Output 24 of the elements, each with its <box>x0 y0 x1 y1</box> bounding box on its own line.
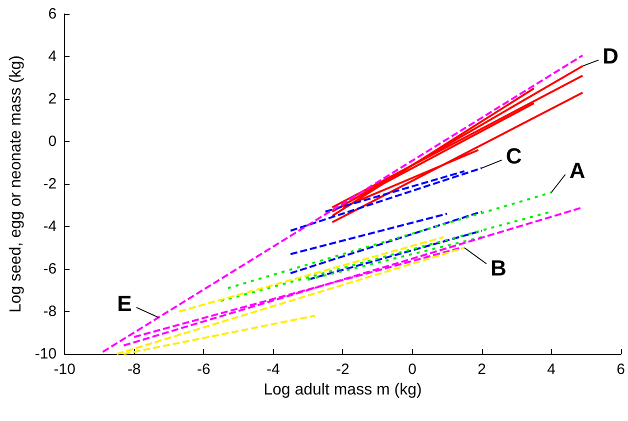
y-tick-label: 4 <box>48 48 57 65</box>
annotation: C <box>506 144 522 169</box>
y-axis-title: Log seed, egg or neonate mass (kg) <box>8 55 24 313</box>
y-tick-label: -8 <box>43 303 57 320</box>
y-tick-label: -10 <box>34 346 57 362</box>
y-tick-label: -6 <box>43 260 57 278</box>
annotation: D <box>602 44 619 69</box>
annotation: E <box>117 290 132 316</box>
x-tick-label: -4 <box>266 361 280 378</box>
y-tick-label: 6 <box>48 6 57 22</box>
y-tick-label: -4 <box>43 218 57 235</box>
x-tick-label: -8 <box>127 361 141 378</box>
x-tick-label: -2 <box>336 361 350 378</box>
x-tick-label: -6 <box>196 361 210 378</box>
x-tick-label: 0 <box>408 361 416 378</box>
annotation: A <box>569 158 586 183</box>
x-tick-label: 4 <box>547 361 556 378</box>
y-tick-label: -2 <box>43 176 57 192</box>
annotation: B <box>490 255 506 280</box>
y-tick-label: 0 <box>48 133 57 150</box>
x-tick-label: 6 <box>616 361 625 378</box>
x-axis-title: Log adult mass m (kg) <box>264 382 422 398</box>
x-tick-label: 2 <box>478 361 486 378</box>
y-tick-label: 2 <box>48 90 57 108</box>
